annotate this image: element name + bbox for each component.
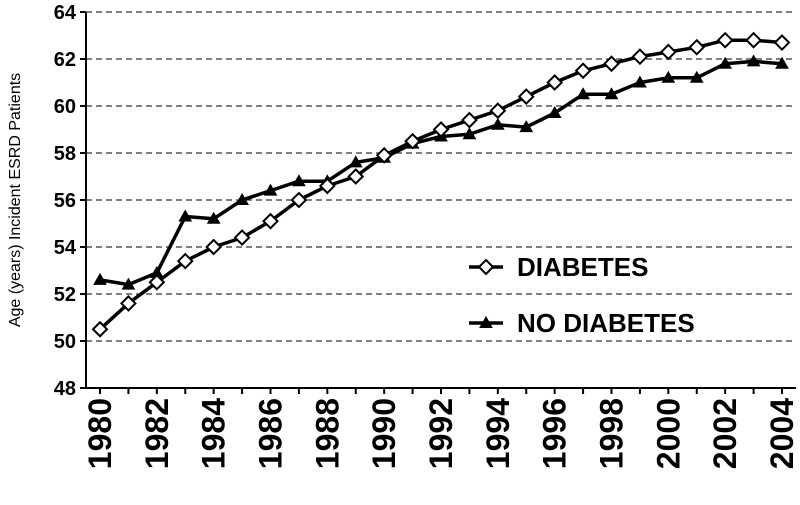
- data-point: [120, 294, 137, 312]
- y-tick-label: 62: [54, 49, 76, 71]
- legend-label: DIABETES: [517, 252, 648, 282]
- data-point: [262, 212, 279, 230]
- x-tick-label: 1986: [253, 398, 289, 469]
- data-point: [375, 146, 393, 164]
- data-point: [490, 117, 505, 130]
- legend-marker: [479, 315, 493, 328]
- data-point: [93, 272, 107, 285]
- data-point: [517, 88, 535, 106]
- y-tick-label: 58: [54, 143, 76, 165]
- data-point: [661, 70, 676, 83]
- x-tick-label: 1982: [139, 398, 175, 469]
- legend-item: NO DIABETES: [469, 308, 695, 338]
- series-diabetes: [91, 31, 791, 338]
- y-tick-label: 52: [54, 284, 76, 306]
- x-tick-label: 1980: [82, 398, 118, 469]
- data-point: [519, 120, 534, 133]
- data-point: [576, 87, 590, 100]
- data-point: [462, 127, 477, 140]
- x-tick-label: 2002: [707, 398, 743, 469]
- data-point: [633, 75, 647, 88]
- data-point: [176, 252, 194, 270]
- data-point: [546, 74, 564, 91]
- legend-label: NO DIABETES: [517, 308, 695, 338]
- y-tick-label: 64: [54, 2, 77, 24]
- y-tick-label: 50: [54, 331, 76, 353]
- x-tick-label: 1990: [366, 398, 402, 469]
- data-point: [547, 106, 562, 119]
- x-tick-label: 2000: [650, 398, 686, 469]
- gridlines: [86, 11, 796, 342]
- data-point: [716, 31, 734, 49]
- data-point: [235, 192, 249, 205]
- y-tick-label: 60: [54, 96, 76, 118]
- data-point: [659, 43, 677, 61]
- data-point: [746, 54, 761, 67]
- data-point: [404, 132, 421, 150]
- x-tick-label: 1998: [594, 398, 630, 469]
- y-tick-label: 48: [54, 378, 76, 400]
- data-point: [263, 183, 278, 196]
- data-point: [775, 56, 789, 69]
- data-point: [91, 320, 109, 338]
- data-point: [292, 174, 306, 187]
- data-point: [205, 238, 223, 256]
- x-tick-labels: 1980 1982 1984 1986 1988 1990 1992 1994 1996 1998…: [82, 388, 800, 469]
- data-point: [178, 209, 193, 222]
- data-point: [603, 55, 620, 73]
- data-point: [121, 277, 136, 290]
- y-tick-labels: 48 50 52 54 56 58 60 62 64: [54, 2, 86, 400]
- data-point: [689, 70, 704, 83]
- x-tick-label: 1996: [537, 398, 573, 469]
- x-tick-label: 1994: [480, 398, 516, 469]
- data-point: [206, 211, 221, 224]
- y-axis-label: Age (years) Incident ESRD Patients: [7, 73, 24, 327]
- data-point: [489, 102, 507, 120]
- data-point: [688, 38, 706, 56]
- x-tick-label: 1988: [309, 398, 345, 469]
- data-point: [290, 191, 308, 209]
- y-tick-label: 56: [54, 190, 76, 212]
- data-point: [773, 34, 791, 51]
- legend-marker: [477, 258, 495, 276]
- data-point: [461, 111, 478, 129]
- data-point: [233, 229, 251, 247]
- x-tick-label: 1984: [196, 398, 232, 469]
- data-point: [631, 48, 649, 66]
- legend: DIABETES NO DIABETES: [469, 252, 695, 338]
- data-point: [148, 273, 166, 291]
- series-line: [98, 38, 783, 331]
- data-point: [347, 168, 365, 185]
- legend-item: DIABETES: [469, 252, 648, 282]
- data-point: [318, 177, 336, 195]
- data-point: [432, 121, 450, 138]
- data-point: [745, 31, 762, 49]
- x-tick-label: 1992: [423, 398, 459, 469]
- x-tick-label: 2004: [764, 398, 800, 469]
- data-point: [604, 87, 619, 100]
- data-point: [718, 56, 733, 69]
- series: [91, 31, 791, 338]
- data-point: [348, 155, 363, 168]
- y-tick-label: 54: [54, 237, 77, 259]
- data-point: [574, 62, 592, 80]
